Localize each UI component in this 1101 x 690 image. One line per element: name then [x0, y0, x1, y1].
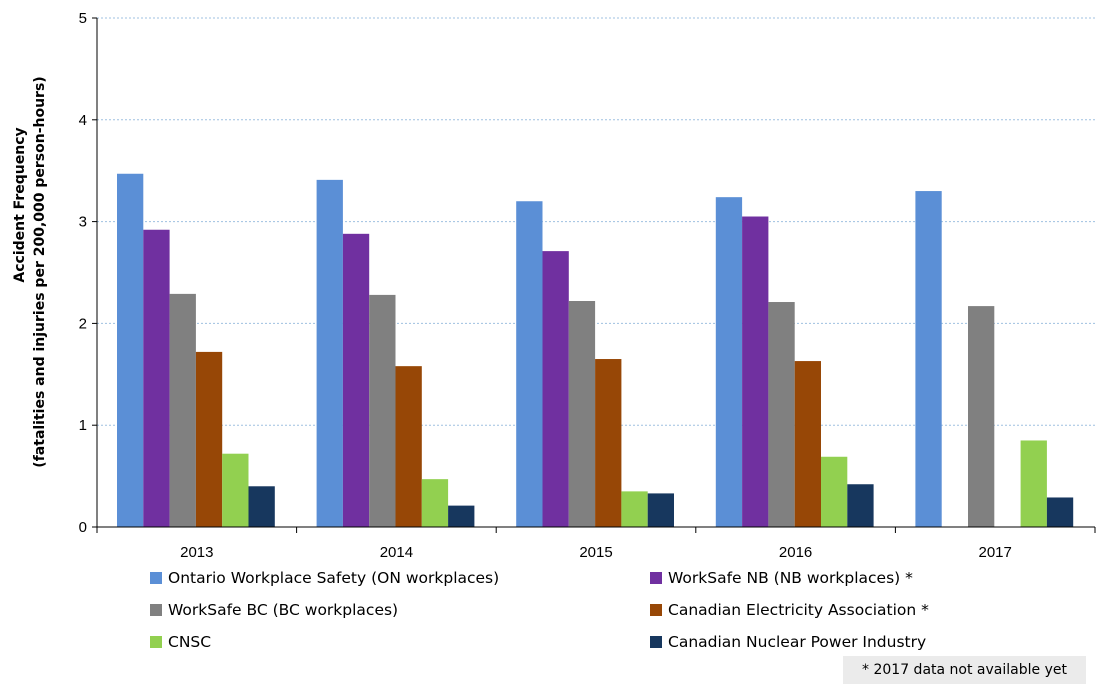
bar	[768, 302, 795, 527]
bar	[715, 197, 743, 527]
legend-item: Canadian Nuclear Power Industry	[650, 630, 1050, 654]
legend-label: Ontario Workplace Safety (ON workplaces)	[168, 569, 500, 587]
x-tick-label: 2015	[579, 544, 612, 560]
bar	[595, 359, 622, 527]
footnote-note: * 2017 data not available yet	[843, 656, 1086, 684]
y-tick-label: 3	[79, 214, 87, 231]
legend-label: Canadian Electricity Association *	[668, 601, 929, 619]
legend-item: Canadian Electricity Association *	[650, 598, 1050, 622]
bar	[621, 491, 648, 527]
y-tick-label: 2	[79, 315, 87, 332]
y-tick-label: 4	[79, 112, 87, 129]
legend-item: WorkSafe NB (NB workplaces) *	[650, 566, 1050, 590]
bar	[421, 479, 449, 527]
legend-item: CNSC	[150, 630, 650, 654]
bar	[316, 179, 343, 527]
legend-item: WorkSafe BC (BC workplaces)	[150, 598, 650, 622]
x-tick-label: 2013	[180, 544, 213, 560]
y-tick-label: 1	[79, 417, 87, 434]
bar	[821, 456, 848, 527]
bar	[342, 233, 370, 528]
legend-label: CNSC	[168, 633, 212, 651]
bar	[222, 453, 249, 527]
legend-label: Canadian Nuclear Power Industry	[668, 633, 927, 651]
y-tick-label: 0	[79, 519, 87, 536]
y-axis-label-line1: Accident Frequency	[12, 127, 28, 282]
y-axis-label-line2: (fatalities and injuries per 200,000 per…	[32, 76, 48, 467]
bar	[1046, 497, 1074, 527]
legend-swatch	[150, 636, 162, 648]
legend-swatch	[150, 604, 162, 616]
legend-swatch	[150, 572, 162, 584]
bars	[117, 173, 1074, 528]
legend-item: Ontario Workplace Safety (ON workplaces)	[150, 566, 650, 590]
bar	[542, 251, 569, 527]
legend-label: WorkSafe BC (BC workplaces)	[168, 601, 399, 619]
bar	[742, 216, 769, 527]
x-tick-label: 2014	[380, 544, 413, 560]
bar	[915, 191, 942, 527]
legend-swatch	[650, 572, 662, 584]
bar	[143, 229, 170, 527]
bar	[647, 493, 674, 527]
bar	[169, 293, 196, 527]
bar	[516, 201, 543, 528]
bar	[968, 306, 995, 527]
bar	[195, 351, 223, 527]
bar	[248, 486, 275, 527]
x-tick-label: 2016	[779, 544, 812, 560]
x-tick-label: 2017	[979, 544, 1012, 560]
bar	[847, 484, 874, 527]
legend-swatch	[650, 604, 662, 616]
bar	[568, 301, 596, 527]
bar	[1020, 440, 1047, 527]
bar	[395, 366, 422, 527]
legend-label: WorkSafe NB (NB workplaces) *	[668, 569, 913, 587]
bar	[794, 361, 821, 527]
y-tick-label: 5	[79, 10, 87, 27]
bar	[117, 173, 144, 527]
legend: Ontario Workplace Safety (ON workplaces)…	[150, 566, 1050, 654]
bar	[448, 505, 475, 527]
bar-chart: 0 1 2 3 4 5 2013 2014 2015 2016 2017 Accident Freq…	[12, 10, 1096, 560]
axes: 0 1 2 3 4 5 2013 2014 2015 2016 2017	[79, 10, 1096, 560]
bar	[369, 294, 396, 527]
legend-swatch	[650, 636, 662, 648]
